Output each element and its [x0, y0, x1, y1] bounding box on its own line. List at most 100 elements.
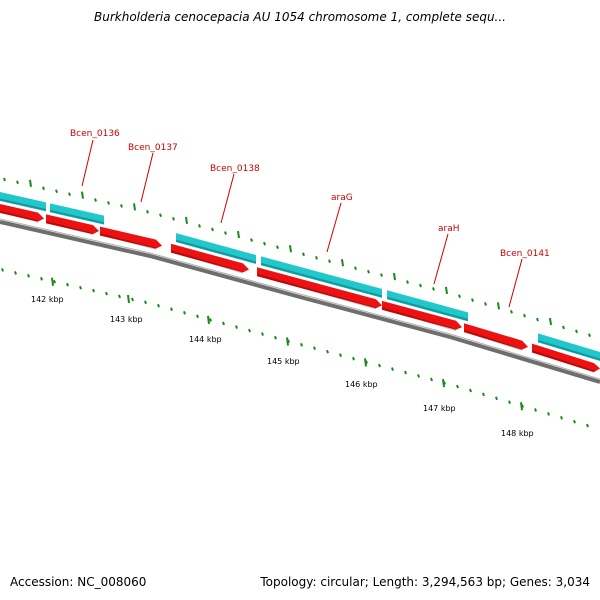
kbp-label: 148 kbp: [501, 429, 534, 438]
kbp-label: 143 kbp: [110, 315, 143, 324]
tick-mark: [107, 201, 110, 205]
gene-label-bcen-0141[interactable]: Bcen_0141: [500, 249, 550, 259]
tick-mark: [235, 325, 238, 329]
gene-label-bcen-0137[interactable]: Bcen_0137: [128, 143, 178, 153]
forward-gene-block[interactable]: [387, 290, 468, 322]
tick-mark: [471, 298, 474, 302]
tick-mark: [81, 191, 84, 199]
gene-label-leader: [508, 258, 523, 308]
gene-label-arag[interactable]: araG: [331, 193, 353, 203]
genome-stats-text: Topology: circular; Length: 3,294,563 bp…: [260, 575, 590, 589]
tick-mark: [183, 310, 186, 315]
kbp-label: 144 kbp: [189, 335, 222, 344]
tick-mark: [300, 342, 303, 347]
reverse-gene-block[interactable]: [46, 214, 99, 235]
tick-mark: [419, 283, 422, 288]
tick-mark: [92, 288, 95, 293]
reverse-gene-block[interactable]: [382, 300, 462, 330]
forward-gene-block[interactable]: [261, 256, 382, 298]
reverse-gene-block[interactable]: [171, 243, 249, 273]
outer-tick-track: [3, 177, 591, 338]
tick-mark: [79, 285, 82, 290]
chromosome-backbone-highlight: [0, 218, 600, 380]
tick-mark: [222, 321, 225, 326]
reverse-gene-block[interactable]: [100, 226, 162, 249]
tick-mark: [328, 259, 331, 264]
tick-mark: [196, 314, 199, 319]
tick-mark: [40, 276, 43, 281]
tick-mark: [1, 268, 4, 272]
tick-mark: [313, 346, 316, 351]
tick-mark: [341, 259, 344, 267]
forward-gene-block[interactable]: [176, 233, 256, 264]
gene-label-leader: [220, 173, 235, 224]
tick-mark: [274, 335, 277, 340]
tick-mark: [484, 302, 487, 306]
gene-label-bcen-0136[interactable]: Bcen_0136: [70, 129, 120, 139]
tick-mark: [276, 245, 279, 250]
forward-gene-block[interactable]: [50, 203, 104, 225]
tick-mark: [510, 309, 513, 314]
forward-gene-block[interactable]: [0, 192, 46, 212]
tick-mark: [27, 274, 30, 278]
gene-shade: [45, 220, 94, 235]
gene-shade: [175, 239, 257, 264]
tick-mark: [53, 279, 56, 284]
tick-mark-major: [364, 358, 367, 367]
tick-mark-major: [51, 277, 54, 286]
tick-mark: [495, 396, 498, 401]
reverse-gene-block[interactable]: [0, 204, 44, 222]
reverse-gene-block[interactable]: [532, 343, 600, 373]
gene-shade: [381, 307, 457, 332]
tick-mark: [248, 328, 251, 333]
gene-shade: [463, 329, 523, 351]
tick-mark: [367, 269, 370, 274]
gene-label-leader: [140, 152, 154, 203]
gene-label-bcen-0138[interactable]: Bcen_0138: [210, 164, 260, 174]
tick-mark: [523, 313, 526, 318]
tick-mark: [417, 374, 420, 378]
tick-mark: [250, 238, 253, 242]
tick-mark: [237, 230, 240, 239]
tick-mark: [29, 179, 32, 187]
tick-mark: [562, 325, 565, 330]
gene-shade: [49, 209, 105, 225]
reverse-gene-block[interactable]: [257, 267, 382, 309]
tick-mark: [575, 329, 578, 334]
tick-mark: [586, 423, 589, 428]
kbp-label: 146 kbp: [345, 380, 378, 389]
forward-gene-block[interactable]: [538, 333, 600, 361]
tick-mark: [497, 302, 500, 310]
tick-mark: [3, 177, 6, 182]
reverse-strand-genes: [0, 204, 600, 373]
gene-shade: [260, 262, 383, 298]
tick-mark: [430, 377, 433, 382]
tick-mark: [445, 286, 448, 295]
tick-mark: [549, 317, 552, 326]
tick-mark: [352, 356, 355, 361]
tick-mark: [378, 363, 381, 368]
tick-mark: [185, 216, 188, 224]
map-title: Burkholderia cenocepacia AU 1054 chromos…: [94, 10, 506, 24]
tick-mark: [94, 198, 97, 202]
tick-mark: [458, 294, 461, 299]
tick-mark-major: [442, 379, 445, 388]
kbp-label: 142 kbp: [31, 295, 64, 304]
reverse-gene-block[interactable]: [464, 323, 528, 350]
kbp-label: 147 kbp: [423, 404, 456, 413]
tick-mark: [302, 252, 305, 257]
tick-mark: [406, 280, 409, 284]
tick-mark: [326, 349, 329, 354]
tick-mark: [144, 300, 147, 305]
gene-shade: [531, 350, 595, 373]
tick-mark: [482, 392, 485, 397]
gene-label-leader: [433, 233, 449, 285]
tick-mark: [547, 412, 550, 416]
tick-mark: [66, 282, 69, 287]
gene-label-arah[interactable]: araH: [438, 224, 460, 234]
tick-mark: [170, 307, 173, 312]
tick-mark: [68, 192, 71, 196]
gene-shade: [256, 273, 377, 310]
